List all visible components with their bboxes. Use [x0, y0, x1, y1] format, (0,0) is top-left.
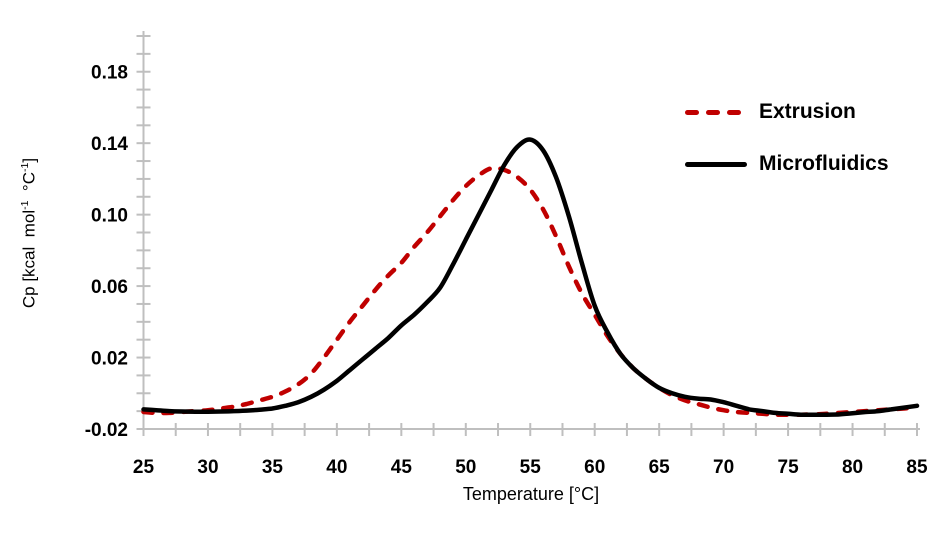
- y-axis-title: Cp [kcal mol-1 °C-1]: [19, 33, 41, 433]
- y-axis-title-text2: °C: [19, 171, 39, 201]
- y-tick-label: 0.14: [91, 134, 128, 155]
- x-tick-label: 75: [778, 457, 800, 478]
- y-axis-title-sup2: -1: [19, 162, 31, 172]
- x-tick-label: 25: [133, 457, 155, 478]
- y-tick-labels: -0.02 0.02 0.06 0.10 0.14 0.18: [85, 63, 129, 441]
- x-tick-label: 30: [197, 457, 218, 478]
- x-axis-ticks: [142, 423, 918, 436]
- microfluidics-line-sample-icon: [685, 161, 749, 167]
- x-tick-labels: 25 30 35 40 45 50 55 60 65 70 75 80 85: [133, 457, 928, 478]
- extrusion-line-sample-icon: [685, 109, 749, 115]
- legend: Extrusion Microfluidics: [685, 98, 889, 178]
- legend-label-microfluidics: Microfluidics: [759, 152, 889, 175]
- microfluidics-curve: [141, 137, 920, 418]
- extrusion-curve: [141, 165, 920, 418]
- y-axis-title-sup1: -1: [19, 200, 31, 210]
- y-tick-label: 0.06: [91, 277, 128, 298]
- x-tick-label: 35: [262, 457, 284, 478]
- legend-label-extrusion: Extrusion: [759, 100, 856, 123]
- y-axis-title-text3: ]: [19, 157, 39, 163]
- x-tick-label: 70: [713, 457, 734, 478]
- x-tick-label: 55: [520, 457, 542, 478]
- legend-item-extrusion: Extrusion: [685, 98, 889, 126]
- x-tick-label: 85: [906, 457, 928, 478]
- x-tick-label: 50: [455, 457, 476, 478]
- y-axis-title-text: Cp [kcal mol: [19, 209, 39, 309]
- x-axis-title: Temperature [°C]: [462, 484, 600, 504]
- x-tick-label: 45: [391, 457, 413, 478]
- x-tick-label: 40: [326, 457, 347, 478]
- y-tick-label: 0.02: [91, 349, 128, 370]
- x-tick-label: 60: [584, 457, 605, 478]
- y-tick-label: 0.10: [91, 206, 128, 227]
- legend-item-microfluidics: Microfluidics: [685, 150, 889, 178]
- x-tick-label: 80: [842, 457, 863, 478]
- y-tick-label: -0.02: [85, 420, 128, 441]
- x-tick-label: 65: [649, 457, 671, 478]
- y-tick-label: 0.18: [91, 63, 128, 84]
